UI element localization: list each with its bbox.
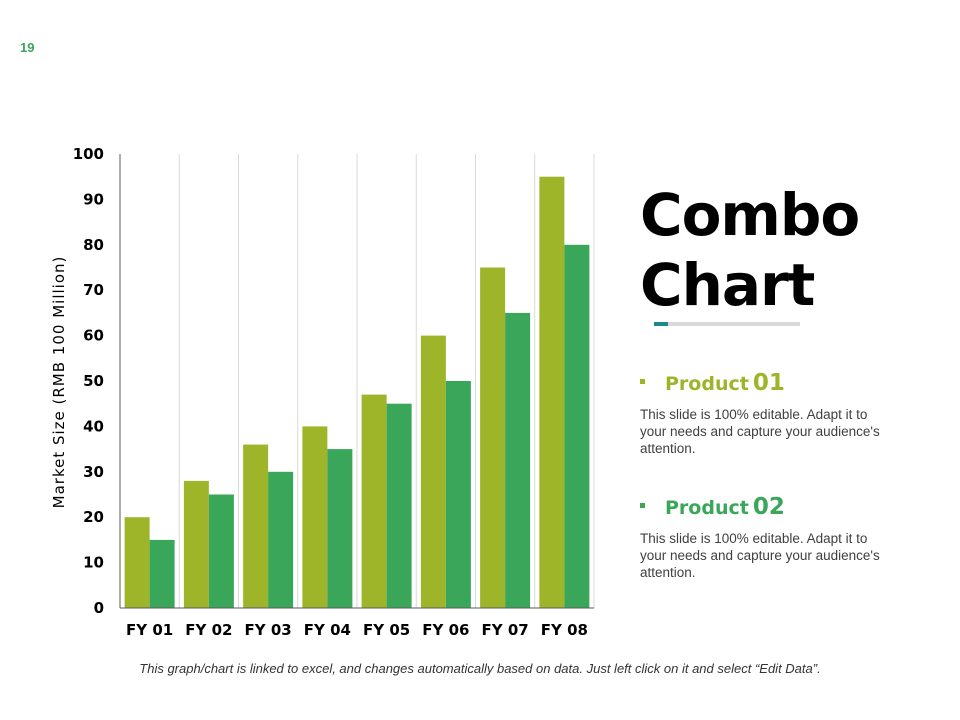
product-number: 01 [752,370,785,396]
product-02-heading: Product 02 [640,494,885,520]
y-tick-label: 40 [83,417,104,435]
y-tick-label: 70 [83,281,104,299]
y-tick-label: 0 [94,599,104,617]
chart-axes [119,154,594,609]
bar-product-02-fy-07 [505,312,531,608]
product-number: 02 [752,494,785,520]
bar-product-02-fy-02 [208,494,234,608]
y-axis-tick-labels: 0 10 20 30 40 50 60 70 80 90 100 [73,145,104,617]
bar-product-02-fy-01 [149,539,175,608]
y-tick-label: 90 [83,190,104,208]
y-axis-label: Market Size (RMB 100 Million) [50,256,68,509]
chart-gridlines [178,154,595,608]
x-tick-label: FY 03 [245,621,292,639]
product-02-description: This slide is 100% editable. Adapt it to… [640,531,880,580]
x-tick-label: FY 06 [422,621,469,639]
bar-product-01-fy-02 [183,480,209,608]
y-tick-label: 20 [83,508,104,526]
product-01-block: Product 01 This slide is 100% editable. A… [640,370,885,457]
product-01-heading: Product 01 [640,370,885,396]
page-number: 19 [20,40,35,55]
product-label: Product [665,497,749,519]
y-tick-label: 60 [83,327,104,345]
title-line-2: Chart [640,251,815,319]
x-tick-label: FY 08 [541,621,588,639]
bar-product-01-fy-06 [420,335,446,608]
bar-product-02-fy-03 [268,471,294,608]
product-01-description: This slide is 100% editable. Adapt it to… [640,407,880,456]
bar-product-01-fy-08 [539,176,565,608]
y-tick-label: 80 [83,236,104,254]
bullet-icon [640,379,645,384]
y-tick-label: 50 [83,372,104,390]
bar-product-02-fy-06 [445,381,471,608]
bar-product-02-fy-04 [327,449,353,608]
footer-note: This graph/chart is linked to excel, and… [139,661,821,676]
x-tick-label: FY 07 [482,621,529,639]
y-tick-label: 10 [83,554,104,572]
bar-product-02-fy-08 [564,244,590,609]
bullet-icon [640,503,645,508]
x-tick-label: FY 04 [304,621,351,639]
title-divider-accent [654,322,668,326]
x-tick-label: FY 05 [363,621,410,639]
y-tick-label: 30 [83,463,104,481]
y-tick-label: 100 [73,145,104,163]
title-divider [654,322,800,326]
title-line-1: Combo [640,181,860,249]
product-02-block: Product 02 This slide is 100% editable. A… [640,494,885,581]
bar-product-01-fy-07 [480,267,506,608]
x-tick-label: FY 02 [185,621,232,639]
chart-bars [124,176,590,609]
bar-product-01-fy-05 [361,394,387,608]
bar-product-01-fy-01 [124,517,150,608]
bar-product-01-fy-04 [302,426,328,608]
x-tick-label: FY 01 [126,621,173,639]
x-axis-tick-labels: FY 01 FY 02 FY 03 FY 04 FY 05 FY 06 FY 07 FY 08 [126,621,588,639]
bar-product-02-fy-05 [386,403,412,608]
bar-product-01-fy-03 [243,444,269,608]
slide-title: Combo Chart [640,180,860,320]
product-label: Product [665,373,749,395]
